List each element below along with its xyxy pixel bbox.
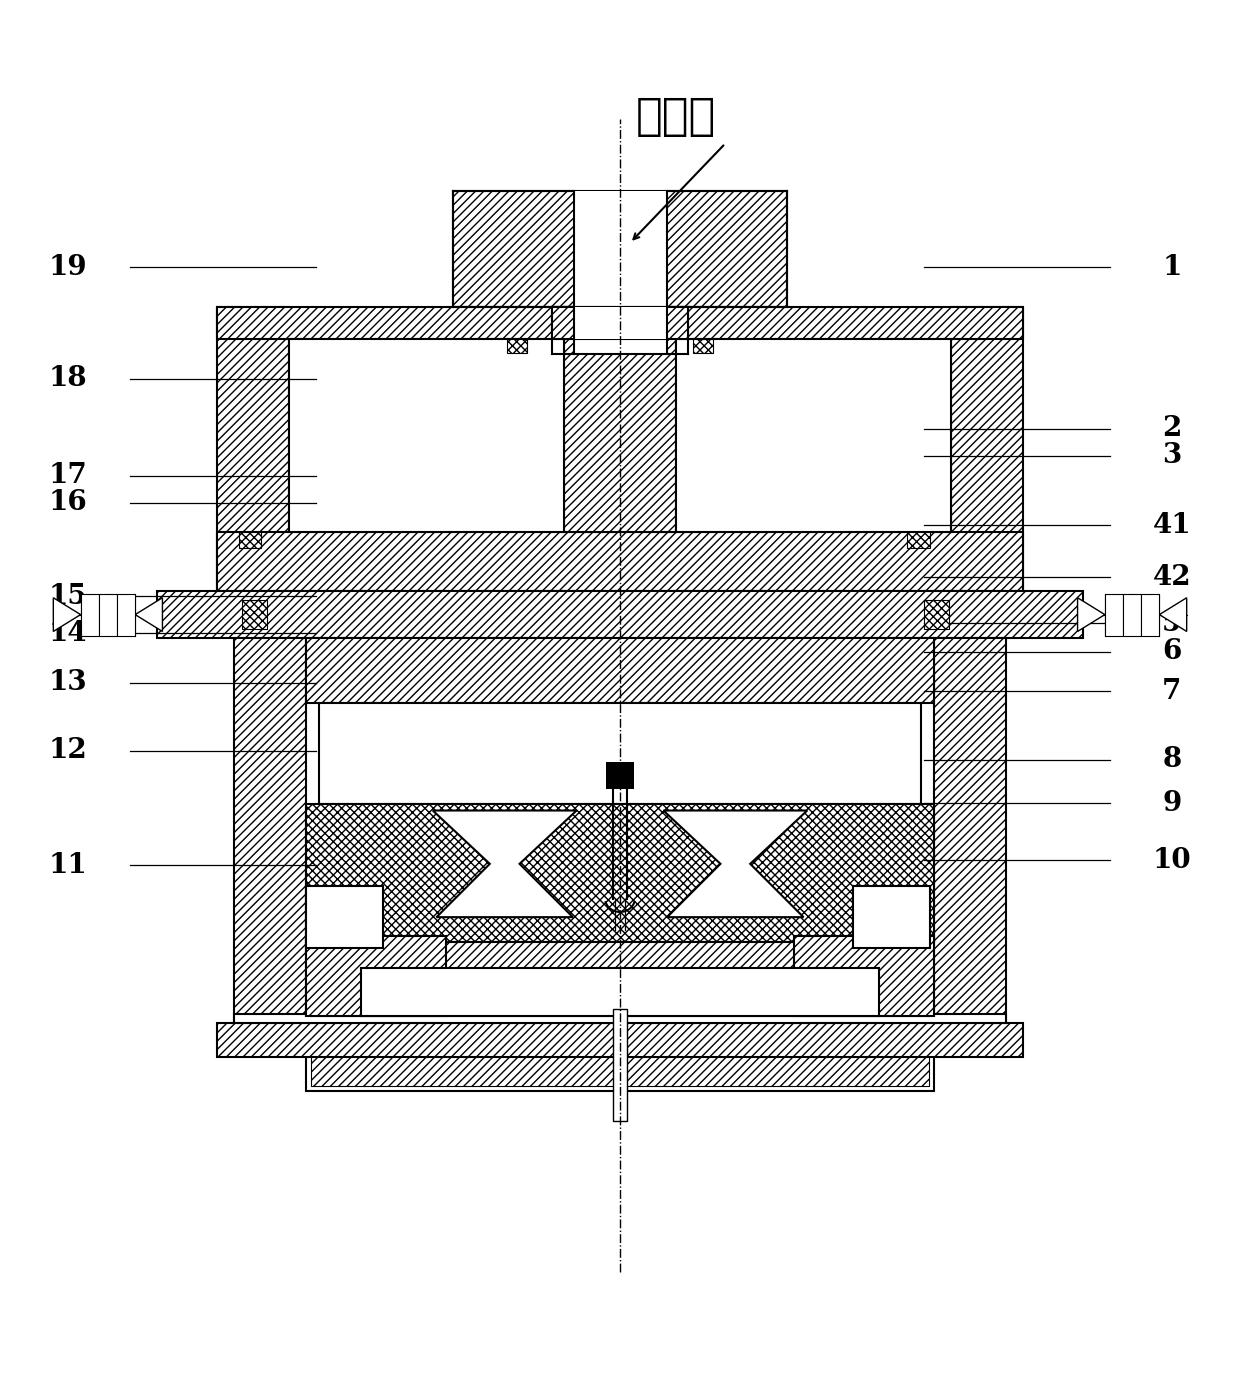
Bar [794,936,934,1017]
Bar [157,591,1083,638]
Text: 2: 2 [1162,415,1182,442]
Bar [217,307,289,591]
Text: 10: 10 [1152,846,1192,874]
Bar [306,1017,934,1091]
Text: 42: 42 [1152,564,1192,591]
Bar [606,762,634,790]
Text: 进水腔: 进水腔 [636,95,715,138]
Bar [306,805,934,943]
Polygon shape [1159,598,1187,631]
Bar [573,190,667,307]
Bar [453,190,787,307]
Bar [217,307,1023,339]
Text: 19: 19 [48,254,88,281]
Text: 16: 16 [48,489,88,517]
Polygon shape [433,810,577,918]
Bar [1141,594,1159,635]
Bar [117,594,135,635]
Text: 7: 7 [1162,678,1182,706]
Polygon shape [1078,598,1105,631]
Text: 14: 14 [48,620,88,646]
Text: 15: 15 [48,583,88,609]
Text: 1: 1 [1162,254,1182,281]
Bar [361,967,879,1017]
Polygon shape [135,598,162,631]
Bar [564,339,676,532]
Text: 41: 41 [1152,511,1192,539]
Bar [573,307,667,339]
Bar [217,1022,1023,1057]
Bar [289,339,564,532]
Bar [552,307,688,354]
Text: 8: 8 [1162,745,1182,773]
Bar [238,532,260,547]
Bar [306,886,383,948]
Polygon shape [53,598,81,631]
Bar [693,339,713,353]
Bar [311,943,929,1017]
Bar [319,703,921,805]
Bar [242,599,267,630]
Bar [934,638,1006,1022]
Bar [1105,594,1123,635]
Bar [234,1014,1006,1022]
Bar [507,339,527,353]
Text: 12: 12 [48,737,88,765]
Text: 3: 3 [1162,442,1182,470]
Text: 6: 6 [1162,638,1182,666]
Text: 11: 11 [48,852,88,879]
Bar [1123,594,1141,635]
Text: 9: 9 [1162,790,1182,817]
Bar [924,599,949,630]
Polygon shape [663,810,807,918]
Bar [951,307,1023,591]
Bar [676,339,951,532]
Text: 17: 17 [48,462,88,489]
Bar [217,532,1023,591]
Bar [613,1009,627,1120]
Text: 13: 13 [48,670,88,696]
Bar [552,307,688,339]
Bar [99,594,117,635]
Text: 18: 18 [48,365,88,393]
Bar [853,886,930,948]
Bar [908,532,930,547]
Bar [81,594,99,635]
Bar [234,638,306,1022]
Bar [573,307,667,354]
Bar [311,1021,929,1086]
Bar [306,936,446,1017]
Bar [306,638,934,703]
Text: 5: 5 [1162,610,1182,637]
